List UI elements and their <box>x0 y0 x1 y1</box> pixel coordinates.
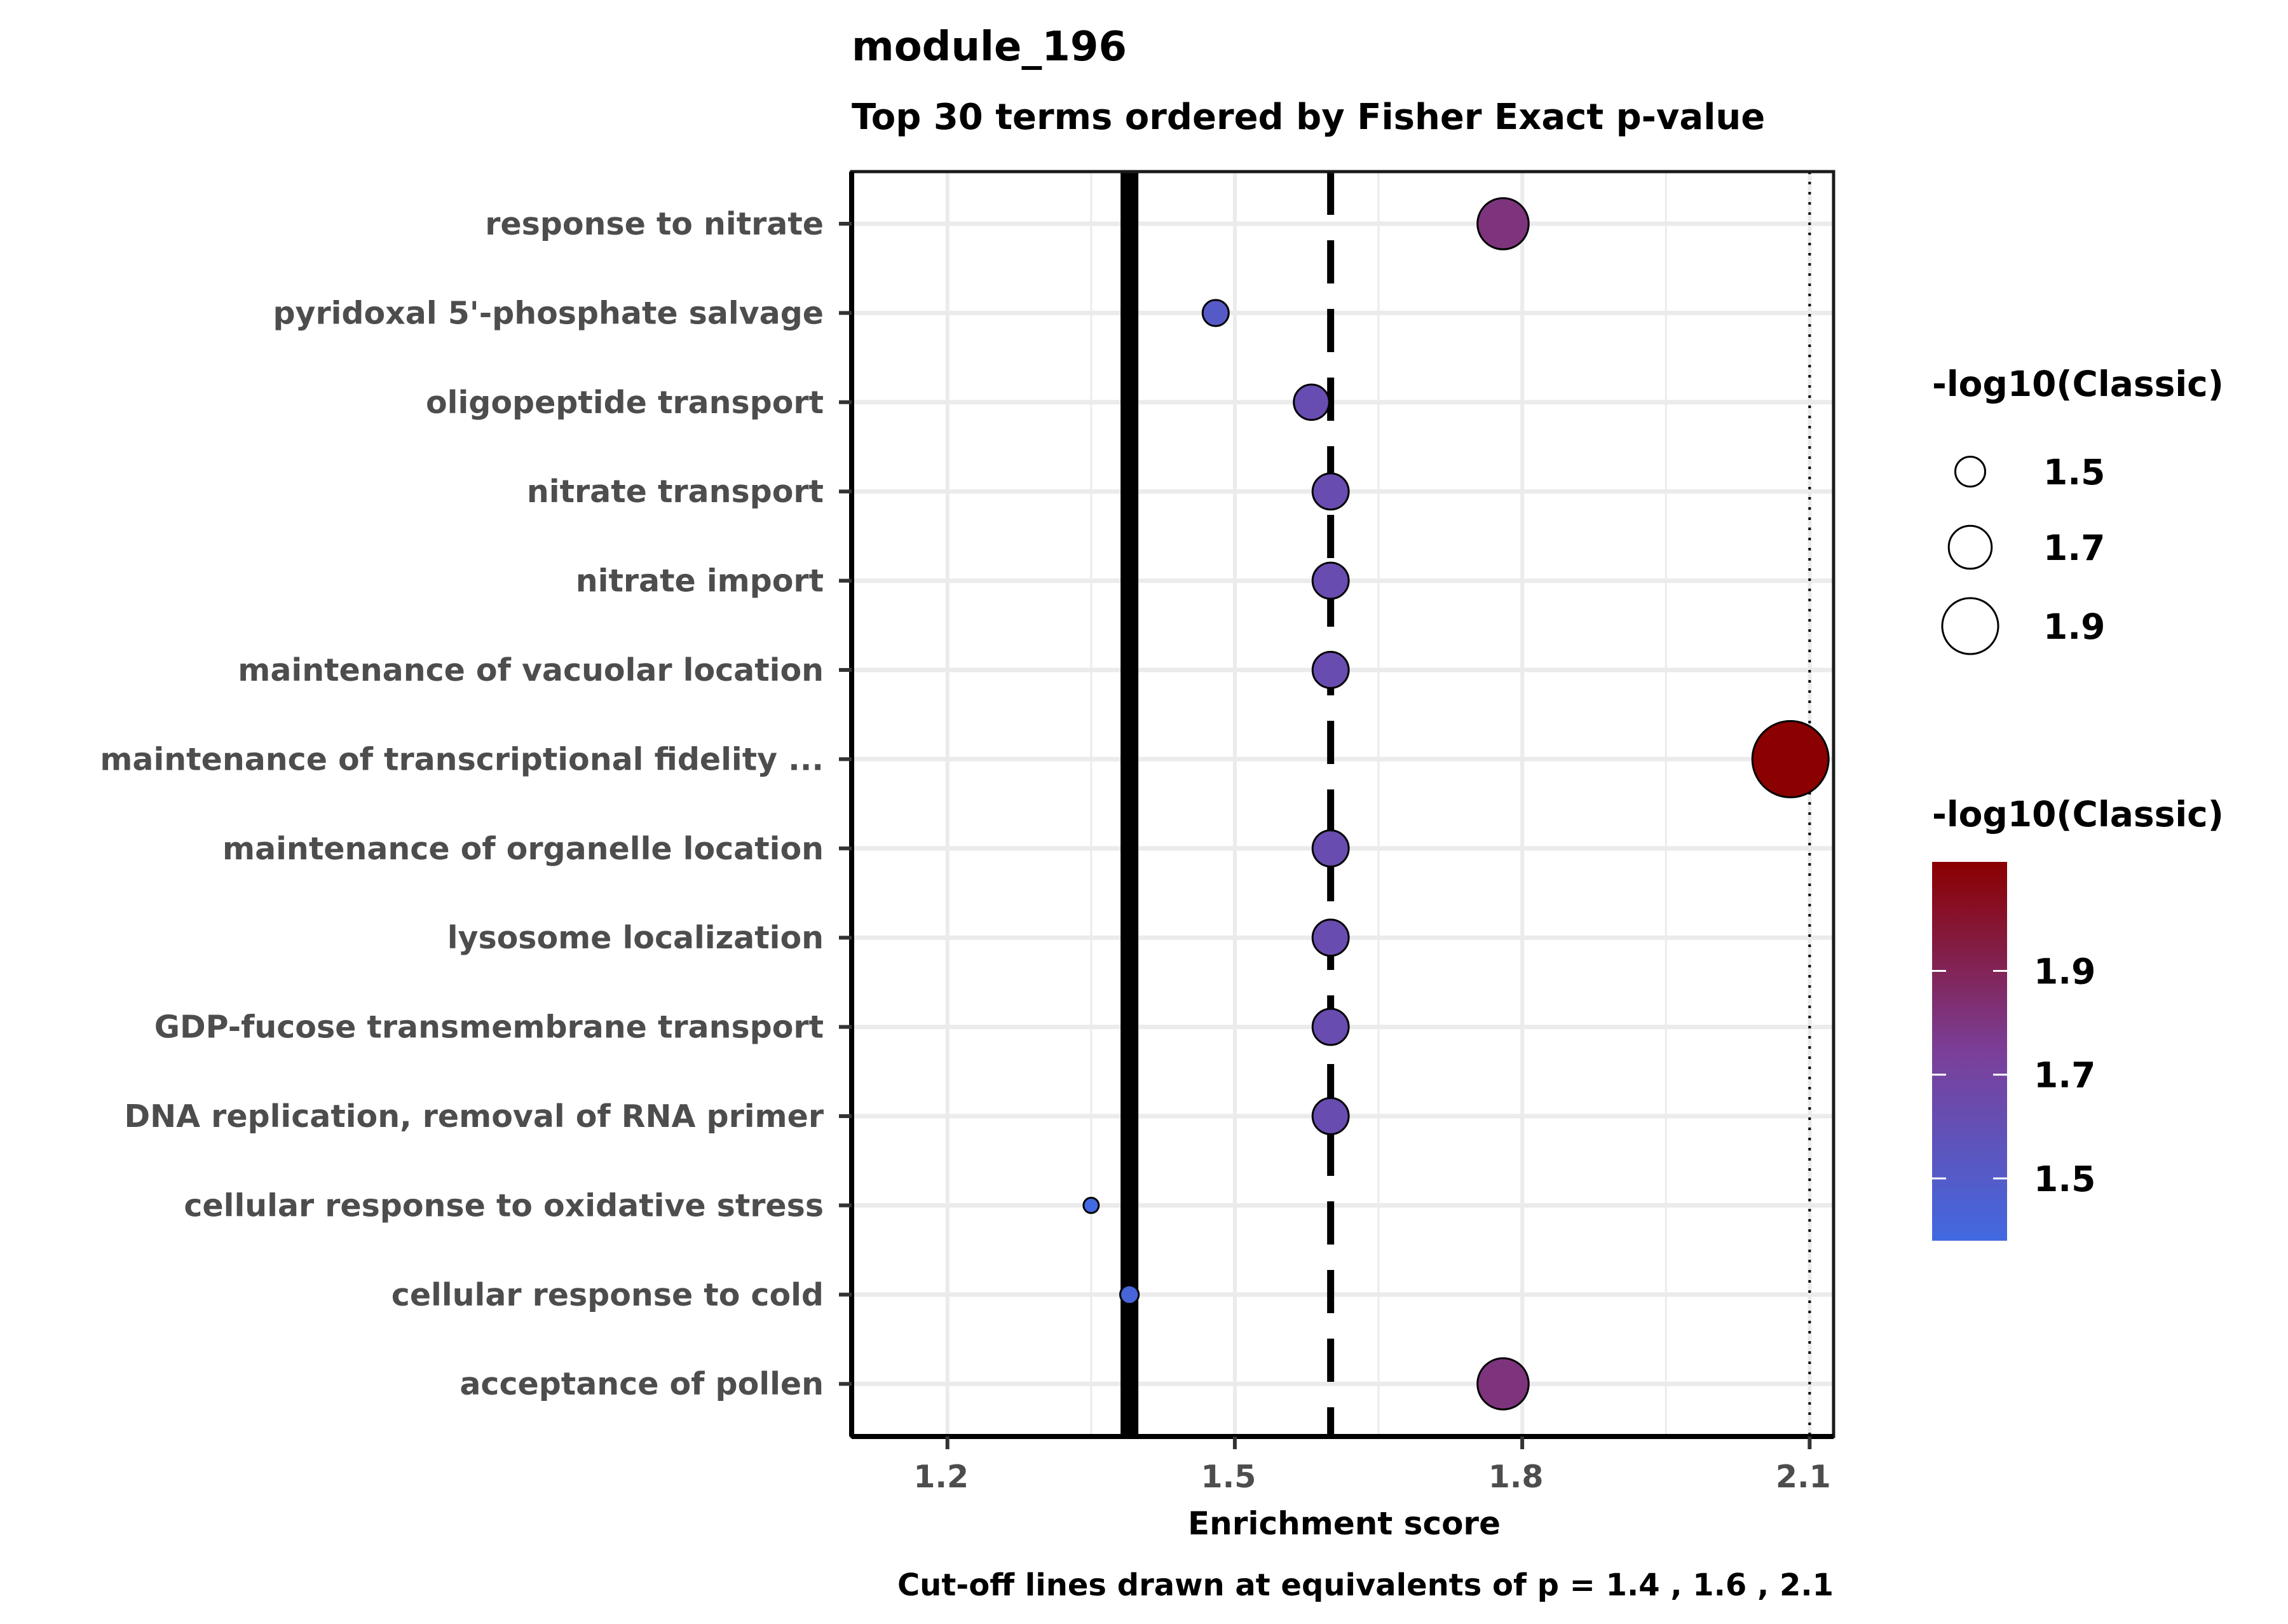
chart-title: module_196 <box>852 24 1127 71</box>
x-tick-label: 2.1 <box>1776 1459 1831 1495</box>
y-tick-label: acceptance of pollen <box>460 1366 824 1402</box>
color-legend: -log10(Classic) 1.5 1.7 1.9 <box>1932 794 2224 1241</box>
y-tick-label: DNA replication, removal of RNA primer <box>124 1098 824 1135</box>
size-legend-key <box>1947 524 1993 570</box>
y-tick-label: maintenance of organelle location <box>222 831 824 867</box>
data-point <box>1311 829 1350 868</box>
data-point <box>1311 1097 1350 1135</box>
y-tick-label: cellular response to oxidative stress <box>184 1187 824 1224</box>
size-legend-label: 1.7 <box>2043 528 2105 568</box>
size-legend-label: 1.9 <box>2043 606 2105 647</box>
y-axis-labels: response to nitrate pyridoxal 5'-phosphat… <box>100 206 852 1402</box>
y-tick-label: oligopeptide transport <box>426 385 824 421</box>
size-legend-key <box>1941 597 1999 655</box>
data-point <box>1201 299 1230 327</box>
data-point <box>1476 1357 1530 1410</box>
data-point <box>1311 561 1350 600</box>
size-legend-key <box>1954 455 1987 488</box>
plot-panel <box>849 170 1835 1439</box>
size-legend-title: -log10(Classic) <box>1932 364 2224 404</box>
x-tick-label: 1.2 <box>913 1459 969 1495</box>
color-legend-title: -log10(Classic) <box>1932 794 2224 835</box>
x-tick-label: 1.5 <box>1201 1459 1256 1495</box>
y-tick-label: nitrate import <box>576 563 824 599</box>
y-tick-label: lysosome localization <box>447 920 824 956</box>
y-tick-label: nitrate transport <box>527 474 824 510</box>
y-tick-label: cellular response to cold <box>392 1277 824 1313</box>
color-legend-label: 1.7 <box>2034 1055 2095 1096</box>
panel-background <box>852 172 1834 1436</box>
color-legend-label: 1.5 <box>2034 1159 2095 1199</box>
data-point <box>1293 383 1330 421</box>
x-tick-label: 1.8 <box>1488 1459 1544 1495</box>
data-point <box>1311 1007 1350 1046</box>
data-point <box>1311 918 1350 957</box>
data-point <box>1311 472 1350 511</box>
data-point <box>1311 651 1350 689</box>
x-axis-title: Enrichment score <box>1188 1505 1501 1542</box>
size-legend-label: 1.5 <box>2043 452 2105 493</box>
y-tick-label: response to nitrate <box>485 206 824 242</box>
color-legend-label: 1.9 <box>2034 951 2095 992</box>
color-legend-bar <box>1932 862 2007 1241</box>
data-point <box>1119 1284 1140 1305</box>
size-legend: -log10(Classic) 1.5 1.7 1.9 <box>1932 364 2224 655</box>
data-point <box>1751 720 1830 798</box>
y-tick-label: GDP-fucose transmembrane transport <box>154 1009 824 1046</box>
chart-subtitle: Top 30 terms ordered by Fisher Exact p-v… <box>852 97 1765 138</box>
data-point <box>1082 1196 1100 1214</box>
data-point <box>1476 197 1530 250</box>
y-tick-label: maintenance of transcriptional fidelity … <box>100 741 824 777</box>
y-tick-label: pyridoxal 5'-phosphate salvage <box>273 295 824 331</box>
x-axis-labels: 1.2 1.5 1.8 2.1 <box>913 1436 1831 1495</box>
y-tick-label: maintenance of vacuolar location <box>238 652 824 688</box>
chart-caption: Cut-off lines drawn at equivalents of p … <box>897 1567 1834 1603</box>
